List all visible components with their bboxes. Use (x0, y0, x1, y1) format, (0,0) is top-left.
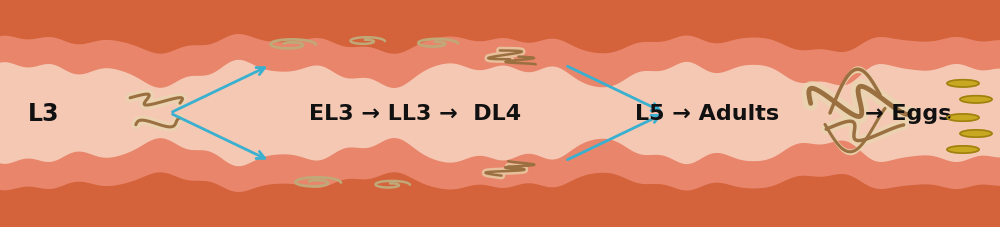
Circle shape (947, 80, 979, 88)
Text: L5 → Adults: L5 → Adults (635, 104, 779, 123)
Bar (0, 73, 1000, 154)
Text: L3: L3 (28, 101, 60, 126)
Bar (0, 154, 1000, 184)
Circle shape (960, 130, 992, 138)
Circle shape (947, 146, 979, 153)
Circle shape (947, 114, 979, 122)
Bar (0, 43, 1000, 73)
Text: EL3 → LL3 →  DL4: EL3 → LL3 → DL4 (309, 104, 521, 123)
Text: → Eggs: → Eggs (865, 104, 952, 123)
Circle shape (960, 96, 992, 104)
